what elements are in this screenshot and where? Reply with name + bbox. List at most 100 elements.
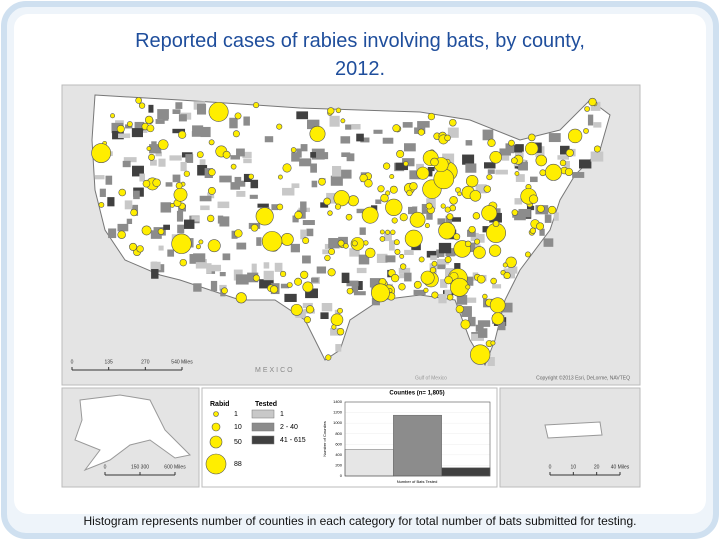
rabid-dot — [476, 274, 486, 284]
rabid-dot — [327, 107, 335, 115]
county-patch — [230, 155, 240, 160]
scale-label: 0 — [549, 464, 552, 470]
rabid-dot — [206, 214, 215, 223]
county-patch — [456, 295, 468, 305]
county-patch — [426, 250, 440, 258]
rabid-dot — [457, 191, 462, 197]
histogram-bar — [344, 449, 394, 477]
county-patch — [290, 243, 300, 253]
rabid-dot — [380, 193, 389, 203]
county-patch — [447, 127, 459, 138]
county-patch — [468, 242, 478, 253]
county-patch — [191, 131, 203, 137]
county-patch — [321, 303, 333, 312]
county-patch — [403, 143, 416, 152]
county-patch — [243, 173, 252, 182]
histogram-tick: 0 — [340, 473, 343, 478]
county-patch — [351, 286, 359, 293]
county-patch — [341, 272, 350, 284]
legend-label: 1 — [234, 411, 238, 418]
county-patch — [280, 283, 290, 289]
county-patch — [437, 218, 446, 225]
county-patch — [302, 302, 313, 309]
scale-label: 270 — [141, 359, 150, 365]
histogram-tick: 1400 — [333, 399, 343, 404]
rabid-dot — [417, 128, 425, 136]
rabid-dot — [207, 186, 216, 195]
rabid-dot — [424, 223, 430, 229]
county-patch — [437, 259, 449, 265]
county-patch — [444, 289, 452, 296]
rabid-dot — [472, 212, 481, 220]
rabid-dot — [418, 256, 425, 263]
county-patch — [191, 216, 200, 222]
county-patch — [217, 201, 230, 209]
rabid-dot — [130, 208, 138, 217]
county-patch — [332, 165, 342, 177]
county-patch — [539, 228, 545, 236]
rabid-dot — [488, 244, 502, 257]
rabid-dot — [175, 182, 183, 190]
county-patch — [334, 309, 341, 316]
county-patch — [590, 101, 601, 111]
rabid-dot — [294, 277, 303, 286]
rabid-dot — [491, 312, 505, 325]
rabid-dot — [379, 229, 385, 235]
rabid-dot — [588, 97, 597, 107]
rabid-dot — [196, 151, 204, 158]
county-patch — [475, 324, 484, 332]
county-patch — [495, 169, 508, 175]
county-patch — [193, 283, 202, 292]
rabid-dot — [157, 139, 169, 150]
rabid-dot — [465, 284, 471, 290]
rabid-dot — [318, 177, 326, 186]
rabid-dot — [473, 246, 486, 259]
rabid-dot — [345, 213, 353, 221]
county-patch — [284, 293, 297, 302]
rabid-dot — [403, 161, 409, 167]
county-patch — [219, 175, 232, 183]
rabid-dot — [399, 213, 408, 222]
histogram-title: Counties (n= 1,805) — [389, 391, 444, 397]
rabid-dot — [171, 233, 192, 254]
caption: Histogram represents number of counties … — [84, 514, 637, 528]
county-patch — [236, 190, 246, 197]
rabid-dot — [483, 185, 492, 193]
rabid-dot — [333, 190, 350, 207]
county-patch — [351, 124, 361, 130]
county-patch — [514, 210, 526, 221]
rabid-dot — [567, 128, 583, 144]
rabid-dot — [564, 167, 573, 177]
rabid-dot — [235, 292, 247, 304]
county-patch — [176, 210, 184, 222]
county-patch — [318, 152, 329, 160]
county-patch — [477, 328, 488, 338]
rabid-dot — [416, 166, 430, 180]
county-patch — [165, 182, 173, 187]
rabid-dot — [351, 240, 358, 247]
county-patch — [349, 248, 360, 257]
county-patch — [346, 153, 355, 162]
rabid-dot — [347, 195, 359, 207]
rabid-dot — [309, 125, 326, 142]
county-patch — [345, 124, 352, 130]
histogram-y-label: Number of Counties — [322, 421, 327, 457]
rabid-dot — [276, 203, 284, 211]
county-patch — [330, 175, 343, 186]
rabid-dot — [253, 102, 260, 109]
rabid-dot — [391, 217, 398, 224]
county-patch — [557, 155, 569, 160]
rabid-dot — [449, 196, 458, 205]
rabid-dot — [303, 316, 311, 324]
county-patch — [195, 259, 207, 269]
rabid-dot — [429, 266, 437, 274]
rabid-dot — [430, 157, 439, 167]
rabid-dot — [327, 210, 333, 216]
rabid-dot — [413, 280, 422, 289]
county-patch — [340, 136, 351, 144]
county-patch — [219, 271, 226, 277]
county-patch — [382, 137, 394, 144]
county-patch — [251, 263, 257, 274]
county-patch — [402, 122, 413, 128]
county-patch — [371, 297, 380, 306]
